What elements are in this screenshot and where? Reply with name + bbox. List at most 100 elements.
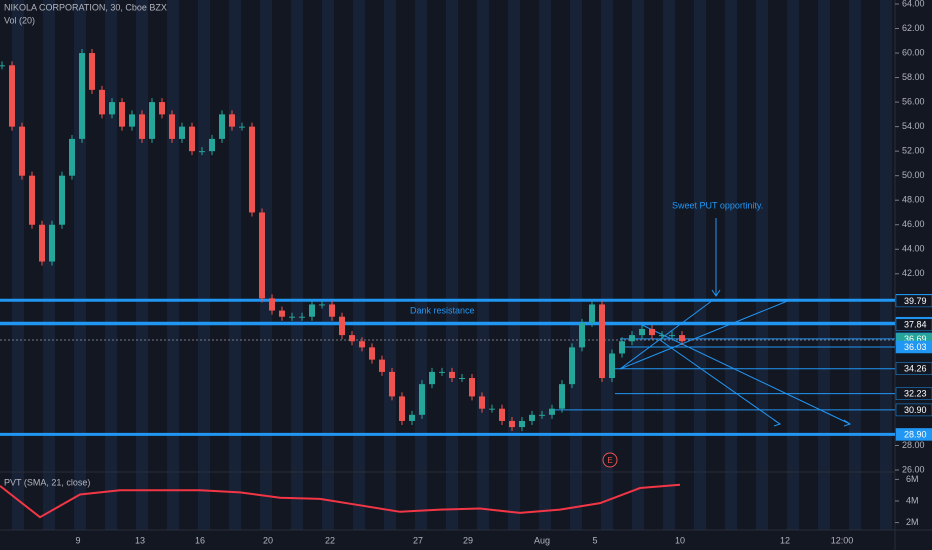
candle-body	[219, 114, 225, 139]
y-tick-label: 54.00	[902, 121, 925, 131]
session-band	[601, 0, 613, 530]
price-tag	[895, 403, 932, 417]
candle-body	[569, 347, 575, 385]
candle-body	[279, 310, 285, 317]
candle-body	[669, 335, 675, 337]
session-band	[384, 0, 396, 530]
candle-body	[589, 304, 595, 323]
candle-body	[309, 304, 315, 317]
earnings-label[interactable]: E	[607, 456, 612, 465]
y-tick-label: 42.00	[902, 268, 925, 278]
x-tick-label: 12:00	[831, 535, 854, 545]
y-tick-label: 64.00	[902, 0, 925, 8]
session-band	[818, 0, 830, 530]
session-band	[446, 0, 458, 530]
session-band	[663, 0, 675, 530]
y-tick-label: 50.00	[902, 170, 925, 180]
candle-body	[679, 335, 685, 342]
y-tick-label: 56.00	[902, 96, 925, 106]
price-tag-label: 30.90	[904, 405, 927, 415]
candle-body	[419, 384, 425, 415]
session-band	[694, 0, 706, 530]
session-band	[477, 0, 489, 530]
y-tick-label: 60.00	[902, 47, 925, 57]
candle-body	[139, 114, 145, 139]
price-tag-label: 34.26	[904, 364, 927, 374]
session-band	[260, 0, 272, 530]
candle-body	[429, 371, 435, 385]
candle-body	[179, 126, 185, 139]
candle-body	[539, 414, 545, 416]
session-band	[291, 0, 303, 530]
earnings-badge[interactable]	[602, 452, 618, 468]
candle-body	[509, 420, 515, 428]
candle-body	[89, 53, 95, 90]
candle-body	[209, 138, 215, 152]
candle-body	[619, 341, 625, 354]
price-tag-label: 39.79	[904, 296, 927, 306]
session-band	[849, 0, 861, 530]
annotation: Sweet PUT opportinity.	[672, 200, 763, 210]
candle-body	[529, 414, 535, 421]
y2-tick-label: 2M	[906, 517, 919, 527]
session-band	[632, 0, 644, 530]
candle-body	[19, 126, 25, 176]
candle-body	[289, 316, 295, 318]
candle-body	[409, 414, 415, 421]
candle-body	[339, 316, 345, 336]
session-band	[229, 0, 241, 530]
x-tick-label: 9	[75, 535, 80, 545]
price-tag	[895, 318, 932, 332]
candle-body	[39, 224, 45, 262]
x-tick-label: 10	[675, 535, 685, 545]
pvt-line	[0, 483, 681, 519]
subtitle: Vol (20)	[4, 15, 35, 25]
session-bands	[12, 0, 892, 530]
y-tick-label: 52.00	[902, 146, 925, 156]
price-tag-label: 32.23	[904, 388, 927, 398]
x-tick-label: 13	[135, 535, 145, 545]
annotation: Dank resistance	[410, 305, 475, 315]
candle-body	[469, 378, 475, 397]
y-tick-label: 44.00	[902, 244, 925, 254]
candle-body	[599, 304, 605, 379]
candle-body	[649, 328, 655, 336]
candle-body	[439, 371, 445, 373]
x-tick-label: 29	[463, 535, 473, 545]
session-band	[570, 0, 582, 530]
candle-body	[119, 102, 125, 127]
arrow-head	[773, 419, 782, 427]
candle-body	[499, 408, 505, 421]
indicator-name: PVT (SMA, 21, close)	[4, 477, 90, 487]
session-band	[105, 0, 117, 530]
candle-body	[459, 378, 465, 380]
candle-body	[579, 322, 585, 348]
session-band	[136, 0, 148, 530]
candle-body	[239, 126, 245, 128]
candle-body	[639, 328, 645, 336]
price-tag	[895, 340, 932, 354]
session-band	[880, 0, 892, 530]
price-tag-label: 37.84	[904, 320, 927, 330]
candle-body	[399, 396, 405, 421]
trend-line	[639, 323, 851, 425]
price-tag	[895, 428, 932, 441]
y-tick-label: 48.00	[902, 195, 925, 205]
session-band	[415, 0, 427, 530]
candle-body	[149, 102, 155, 139]
candle-body	[369, 347, 375, 360]
chart-title: NIKOLA CORPORATION, 30, Cboe BZX	[4, 2, 167, 12]
candle-body	[389, 371, 395, 397]
candle-body	[319, 304, 325, 306]
price-tag	[895, 362, 932, 375]
trend-line	[619, 299, 714, 370]
candle-body	[299, 316, 305, 318]
session-band	[539, 0, 551, 530]
x-tick-label: 16	[195, 535, 205, 545]
session-band	[322, 0, 334, 530]
candle-body	[99, 89, 105, 115]
price-tag	[895, 294, 932, 308]
candle-body	[629, 335, 635, 342]
candle-body	[519, 420, 525, 428]
